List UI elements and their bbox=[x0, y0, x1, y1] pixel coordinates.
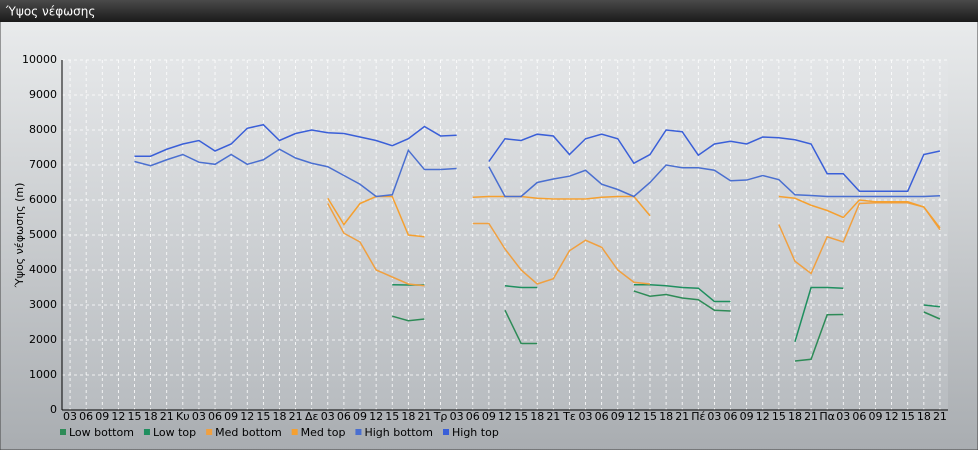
legend-swatch bbox=[206, 429, 212, 435]
x-tick-label: 12 bbox=[885, 410, 899, 423]
x-tick-label: Πέ bbox=[691, 410, 705, 423]
x-tick-label: Τρ bbox=[433, 410, 448, 423]
x-tick-label: 21 bbox=[546, 410, 560, 423]
x-tick-label: 12 bbox=[240, 410, 254, 423]
x-tick-label: 18 bbox=[530, 410, 544, 423]
legend-label: Med bottom bbox=[215, 426, 282, 439]
x-tick-label: 21 bbox=[804, 410, 818, 423]
x-tick-label: 15 bbox=[901, 410, 915, 423]
x-tick-label: Κυ bbox=[176, 410, 190, 423]
legend-label: Med top bbox=[301, 426, 346, 439]
legend-swatch bbox=[355, 429, 361, 435]
x-tick-label: Πα bbox=[819, 410, 835, 423]
x-tick-label: 06 bbox=[466, 410, 480, 423]
x-tick-label: 18 bbox=[144, 410, 158, 423]
x-tick-label: 15 bbox=[514, 410, 528, 423]
x-tick-label: 03 bbox=[192, 410, 206, 423]
y-tick-label: 2000 bbox=[29, 333, 57, 346]
x-tick-label: 18 bbox=[917, 410, 931, 423]
x-tick-label: 21 bbox=[160, 410, 174, 423]
x-tick-label: 03 bbox=[836, 410, 850, 423]
y-tick-label: 9000 bbox=[29, 88, 57, 101]
x-tick-label: 15 bbox=[385, 410, 399, 423]
x-tick-label: 03 bbox=[579, 410, 593, 423]
x-tick-label: 15 bbox=[127, 410, 141, 423]
x-tick-label: 12 bbox=[111, 410, 125, 423]
y-tick-label: 10000 bbox=[22, 53, 57, 66]
y-tick-label: 5000 bbox=[29, 228, 57, 241]
x-tick-label: 15 bbox=[256, 410, 270, 423]
x-tick-label: 09 bbox=[95, 410, 109, 423]
x-tick-label: 09 bbox=[224, 410, 238, 423]
x-tick-label: 12 bbox=[498, 410, 512, 423]
x-tick-label: Τε bbox=[562, 410, 576, 423]
x-tick-label: 12 bbox=[627, 410, 641, 423]
legend-swatch bbox=[144, 429, 150, 435]
legend-swatch bbox=[443, 429, 449, 435]
x-tick-label: 06 bbox=[337, 410, 351, 423]
y-tick-label: 1000 bbox=[29, 368, 57, 381]
x-tick-label: 18 bbox=[272, 410, 286, 423]
title: Ύψος νέφωσης bbox=[5, 5, 95, 19]
x-tick-label: 09 bbox=[353, 410, 367, 423]
x-tick-label: 15 bbox=[772, 410, 786, 423]
y-tick-label: 4000 bbox=[29, 263, 57, 276]
x-tick-label: 06 bbox=[852, 410, 866, 423]
x-tick-label: 03 bbox=[707, 410, 721, 423]
x-tick-label: 21 bbox=[289, 410, 303, 423]
y-tick-label: 3000 bbox=[29, 298, 57, 311]
x-tick-label: 18 bbox=[659, 410, 673, 423]
x-tick-label: 12 bbox=[756, 410, 770, 423]
y-tick-label: 6000 bbox=[29, 193, 57, 206]
legend-label: Low top bbox=[153, 426, 196, 439]
x-tick-label: 15 bbox=[643, 410, 657, 423]
x-tick-label: Δε bbox=[305, 410, 319, 423]
legend-label: High bottom bbox=[364, 426, 433, 439]
x-tick-label: 09 bbox=[869, 410, 883, 423]
legend-label: High top bbox=[452, 426, 499, 439]
x-tick-label: 09 bbox=[482, 410, 496, 423]
x-tick-label: 21 bbox=[675, 410, 689, 423]
x-tick-label: 18 bbox=[788, 410, 802, 423]
x-tick-label: 06 bbox=[208, 410, 222, 423]
x-tick-label: 12 bbox=[369, 410, 383, 423]
y-tick-label: 0 bbox=[50, 403, 57, 416]
header bbox=[0, 0, 978, 22]
y-axis-label: Ύψος νέφωσης (m) bbox=[13, 183, 26, 289]
x-tick-label: 03 bbox=[450, 410, 464, 423]
x-tick-label: 06 bbox=[595, 410, 609, 423]
x-tick-label: 03 bbox=[321, 410, 335, 423]
x-tick-label: 21 bbox=[933, 410, 947, 423]
x-tick-label: 09 bbox=[740, 410, 754, 423]
legend-swatch bbox=[292, 429, 298, 435]
x-tick-label: 09 bbox=[611, 410, 625, 423]
legend-label: Low bottom bbox=[69, 426, 134, 439]
y-tick-label: 8000 bbox=[29, 123, 57, 136]
y-tick-label: 7000 bbox=[29, 158, 57, 171]
x-tick-label: 18 bbox=[401, 410, 415, 423]
x-tick-label: 06 bbox=[79, 410, 93, 423]
x-tick-label: 06 bbox=[724, 410, 738, 423]
legend-swatch bbox=[60, 429, 66, 435]
x-tick-label: 21 bbox=[417, 410, 431, 423]
x-tick-label: 03 bbox=[63, 410, 77, 423]
